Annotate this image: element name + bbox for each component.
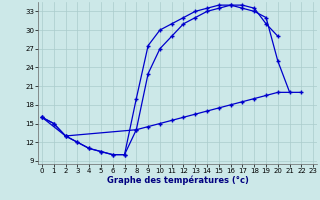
X-axis label: Graphe des températures (°c): Graphe des températures (°c) bbox=[107, 176, 249, 185]
